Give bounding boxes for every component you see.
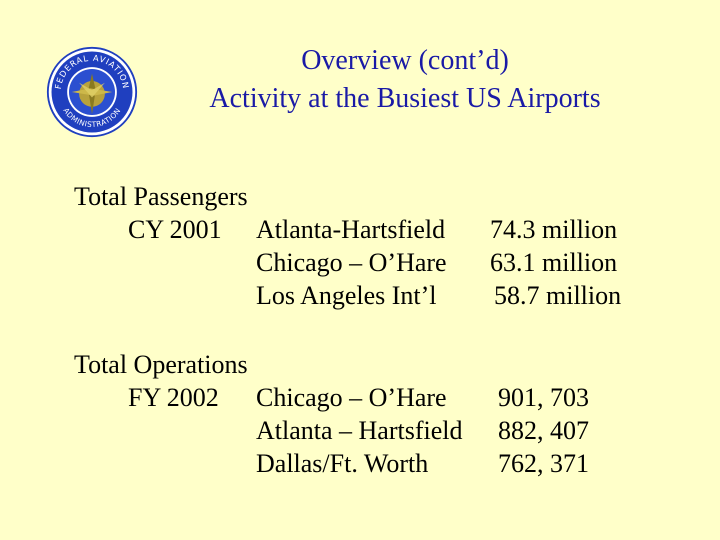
airport-name: Los Angeles Int’l (256, 281, 437, 310)
airport-value: 63.1 million (490, 248, 618, 277)
passengers-row: Los Angeles Int’l 58.7 million (74, 279, 621, 312)
operations-row: Atlanta – Hartsfield 882, 407 (74, 414, 589, 447)
operations-row: Dallas/Ft. Worth 762, 371 (74, 447, 589, 480)
passengers-row: Chicago – O’Hare 63.1 million (74, 246, 617, 279)
passengers-period: CY 2001 (128, 215, 222, 244)
operations-section: Total Operations FY 2002 Chicago – O’Har… (74, 348, 589, 480)
airport-name: Dallas/Ft. Worth (256, 449, 429, 478)
operations-row: FY 2002 Chicago – O’Hare 901, 703 (74, 381, 589, 414)
airport-name: Atlanta – Hartsfield (256, 416, 463, 445)
airport-value: 882, 407 (498, 416, 589, 445)
slide-title: Overview (cont’d) Activity at the Busies… (180, 42, 630, 118)
airport-value: 74.3 million (490, 215, 618, 244)
seal-emblem-icon (71, 73, 113, 115)
operations-period: FY 2002 (128, 383, 219, 412)
title-line-2: Activity at the Busiest US Airports (209, 83, 601, 114)
airport-name: Atlanta-Hartsfield (256, 215, 446, 244)
airport-value: 901, 703 (498, 383, 589, 412)
airport-value: 58.7 million (494, 281, 622, 310)
airport-name: Chicago – O’Hare (256, 248, 447, 277)
title-line-1: Overview (cont’d) (301, 45, 509, 76)
airport-value: 762, 371 (498, 449, 589, 478)
passengers-heading: Total Passengers (74, 182, 248, 211)
passengers-section: Total Passengers CY 2001 Atlanta-Hartsfi… (74, 180, 621, 312)
operations-heading: Total Operations (74, 350, 248, 379)
airport-name: Chicago – O’Hare (256, 383, 447, 412)
faa-seal-logo: FEDERAL AVIATION ADMINISTRATION (46, 46, 138, 138)
passengers-row: CY 2001 Atlanta-Hartsfield 74.3 million (74, 213, 617, 246)
